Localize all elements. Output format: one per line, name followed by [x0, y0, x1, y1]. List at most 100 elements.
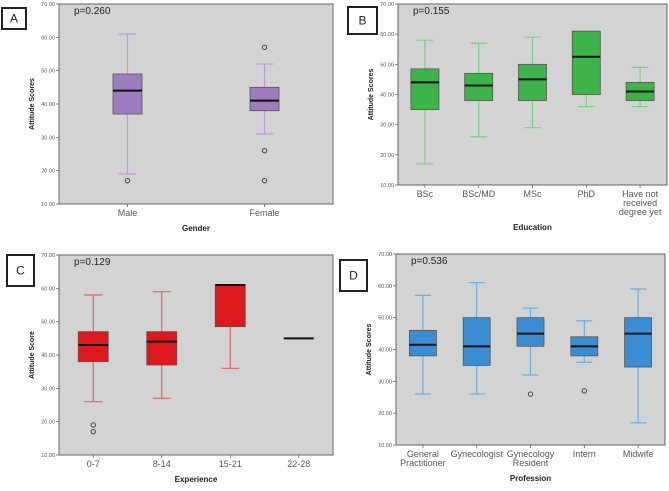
- chart-panel-a: A 10.00 20.00 30.00 40.00 50.00 60.00 70.00 Atti…: [1, 2, 334, 233]
- p-value-annotation: p=0.260: [74, 6, 111, 17]
- x-tick-label: Female: [249, 208, 279, 218]
- y-tick-label: 60.00: [41, 286, 55, 292]
- box-general-practitioner: [408, 294, 437, 395]
- iqr-box: [410, 68, 440, 110]
- box-gynecologist: [462, 282, 491, 395]
- outlier-point: [581, 388, 587, 394]
- y-tick-label: 50.00: [380, 62, 394, 68]
- x-tick-label: 15-21: [219, 459, 242, 469]
- panel-label: D: [349, 269, 358, 283]
- y-tick-label: 50.00: [378, 316, 392, 322]
- chart-panel-d: D 10.00 20.00 30.00 40.00 50.00 60.00 70.00 Atti…: [339, 252, 666, 483]
- iqr-box: [408, 329, 437, 357]
- iqr-box: [249, 86, 280, 112]
- y-tick-label: 30.00: [380, 123, 394, 129]
- y-tick-label: 30.00: [41, 386, 55, 392]
- box-bsc-md: [464, 42, 494, 138]
- x-tick-label: 22-28: [287, 459, 310, 469]
- iqr-box: [112, 73, 143, 115]
- y-tick-label: 70.00: [378, 252, 392, 258]
- y-axis-title: Attitude Scores: [368, 69, 375, 121]
- panel-label: A: [10, 12, 18, 26]
- box-gynecology-resident: [516, 307, 545, 397]
- box-have-not-received-degree-yet: [625, 66, 655, 108]
- box-midwife: [624, 288, 652, 424]
- x-tick-label: PhD: [578, 189, 596, 199]
- outlier-point: [90, 428, 96, 435]
- panel-label-box: [1, 7, 27, 30]
- y-tick-label: 20.00: [380, 153, 394, 159]
- x-tick-label: Resident: [513, 458, 549, 468]
- plot-area: [58, 3, 334, 205]
- x-axis-title: Profession: [510, 474, 551, 483]
- x-tick-label: Intern: [573, 449, 596, 459]
- y-tick-label: 50.00: [41, 320, 55, 326]
- box-8-14: [146, 291, 178, 399]
- chart-panel-c: C 10.00 20.00 30.00 40.00 50.00 60.00 70.00 Atti…: [6, 253, 334, 484]
- box-phd: [571, 30, 601, 108]
- y-tick-label: 40.00: [41, 353, 55, 359]
- outlier-point: [261, 177, 268, 184]
- iqr-box: [214, 284, 246, 328]
- y-tick-label: 20.00: [41, 169, 55, 175]
- y-tick-label: 60.00: [41, 35, 55, 41]
- box-female: [249, 44, 280, 184]
- panel-label: C: [16, 264, 25, 278]
- y-axis-title: Attitude Score: [29, 331, 36, 379]
- y-tick-label: 40.00: [378, 348, 392, 354]
- outlier-point: [527, 391, 534, 397]
- p-value-annotation: p=0.129: [74, 257, 111, 268]
- iqr-box: [462, 317, 491, 366]
- y-tick-label: 20.00: [378, 411, 392, 417]
- x-tick-label: Midwife: [623, 449, 654, 459]
- box-bsc: [410, 39, 440, 165]
- iqr-box: [571, 30, 601, 95]
- x-tick-label: BSc/MD: [462, 189, 496, 199]
- x-tick-label: 0-7: [87, 459, 100, 469]
- iqr-box: [77, 331, 109, 363]
- y-tick-label: 70.00: [41, 2, 55, 8]
- iqr-box: [624, 317, 652, 368]
- x-tick-label: Male: [118, 208, 138, 218]
- panel-label-box: [6, 254, 35, 287]
- x-tick-label: BSc: [417, 189, 434, 199]
- y-tick-label: 50.00: [41, 69, 55, 75]
- x-tick-label: Gynecology: [507, 449, 555, 459]
- x-tick-label: MSc: [524, 189, 543, 199]
- x-tick-label: degree yet: [619, 207, 662, 217]
- x-tick-label: 8-14: [153, 459, 171, 469]
- chart-panel-b: B 10.00 20.00 30.00 40.00 50.00 60.00 70.00 Atti…: [347, 2, 668, 232]
- x-tick-label: Have not: [622, 189, 659, 199]
- panel-label-box: [339, 259, 368, 292]
- y-axis-title: Attitude Scores: [366, 324, 373, 376]
- panel-label-box: [347, 6, 378, 35]
- y-tick-label: 10.00: [378, 443, 392, 449]
- y-tick-label: 20.00: [41, 420, 55, 426]
- box-msc: [518, 36, 547, 129]
- x-axis-title: Gender: [182, 224, 210, 233]
- iqr-box: [518, 63, 547, 101]
- box-intern: [570, 320, 599, 394]
- box-male: [112, 33, 143, 184]
- outlier-point: [90, 422, 96, 428]
- x-axis-title: Experience: [175, 475, 218, 484]
- y-tick-label: 30.00: [41, 135, 55, 141]
- y-tick-label: 10.00: [41, 202, 55, 208]
- y-tick-label: 70.00: [41, 253, 55, 259]
- y-axis-title: Attitude Scores: [29, 78, 36, 130]
- iqr-box: [146, 331, 178, 366]
- x-tick-label: General: [407, 449, 439, 459]
- p-value-annotation: p=0.155: [413, 6, 450, 17]
- y-tick-label: 10.00: [380, 183, 394, 189]
- box-15-21: [214, 284, 246, 369]
- iqr-box: [464, 72, 494, 101]
- iqr-box: [516, 317, 545, 347]
- x-axis-title: Education: [513, 223, 552, 232]
- y-tick-label: 60.00: [378, 284, 392, 290]
- outlier-point: [261, 147, 268, 154]
- box-0-7: [77, 294, 109, 435]
- outlier-point: [124, 177, 131, 184]
- x-tick-label: Gynecologist: [451, 449, 504, 459]
- p-value-annotation: p=0.536: [411, 256, 448, 267]
